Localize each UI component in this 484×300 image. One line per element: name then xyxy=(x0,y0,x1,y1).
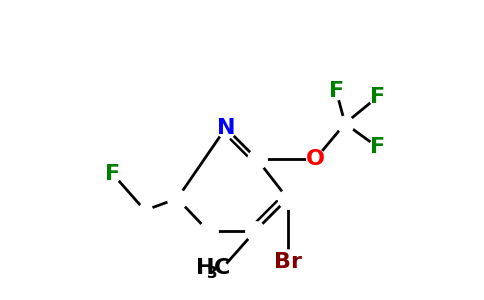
Text: N: N xyxy=(216,118,235,138)
Text: F: F xyxy=(370,87,385,107)
Text: F: F xyxy=(329,81,344,101)
Text: F: F xyxy=(105,164,120,184)
Text: C: C xyxy=(214,258,230,278)
Text: F: F xyxy=(370,137,385,157)
Text: O: O xyxy=(306,149,325,169)
Text: H: H xyxy=(197,258,215,278)
Text: Br: Br xyxy=(273,252,302,272)
Text: 3: 3 xyxy=(207,266,217,280)
